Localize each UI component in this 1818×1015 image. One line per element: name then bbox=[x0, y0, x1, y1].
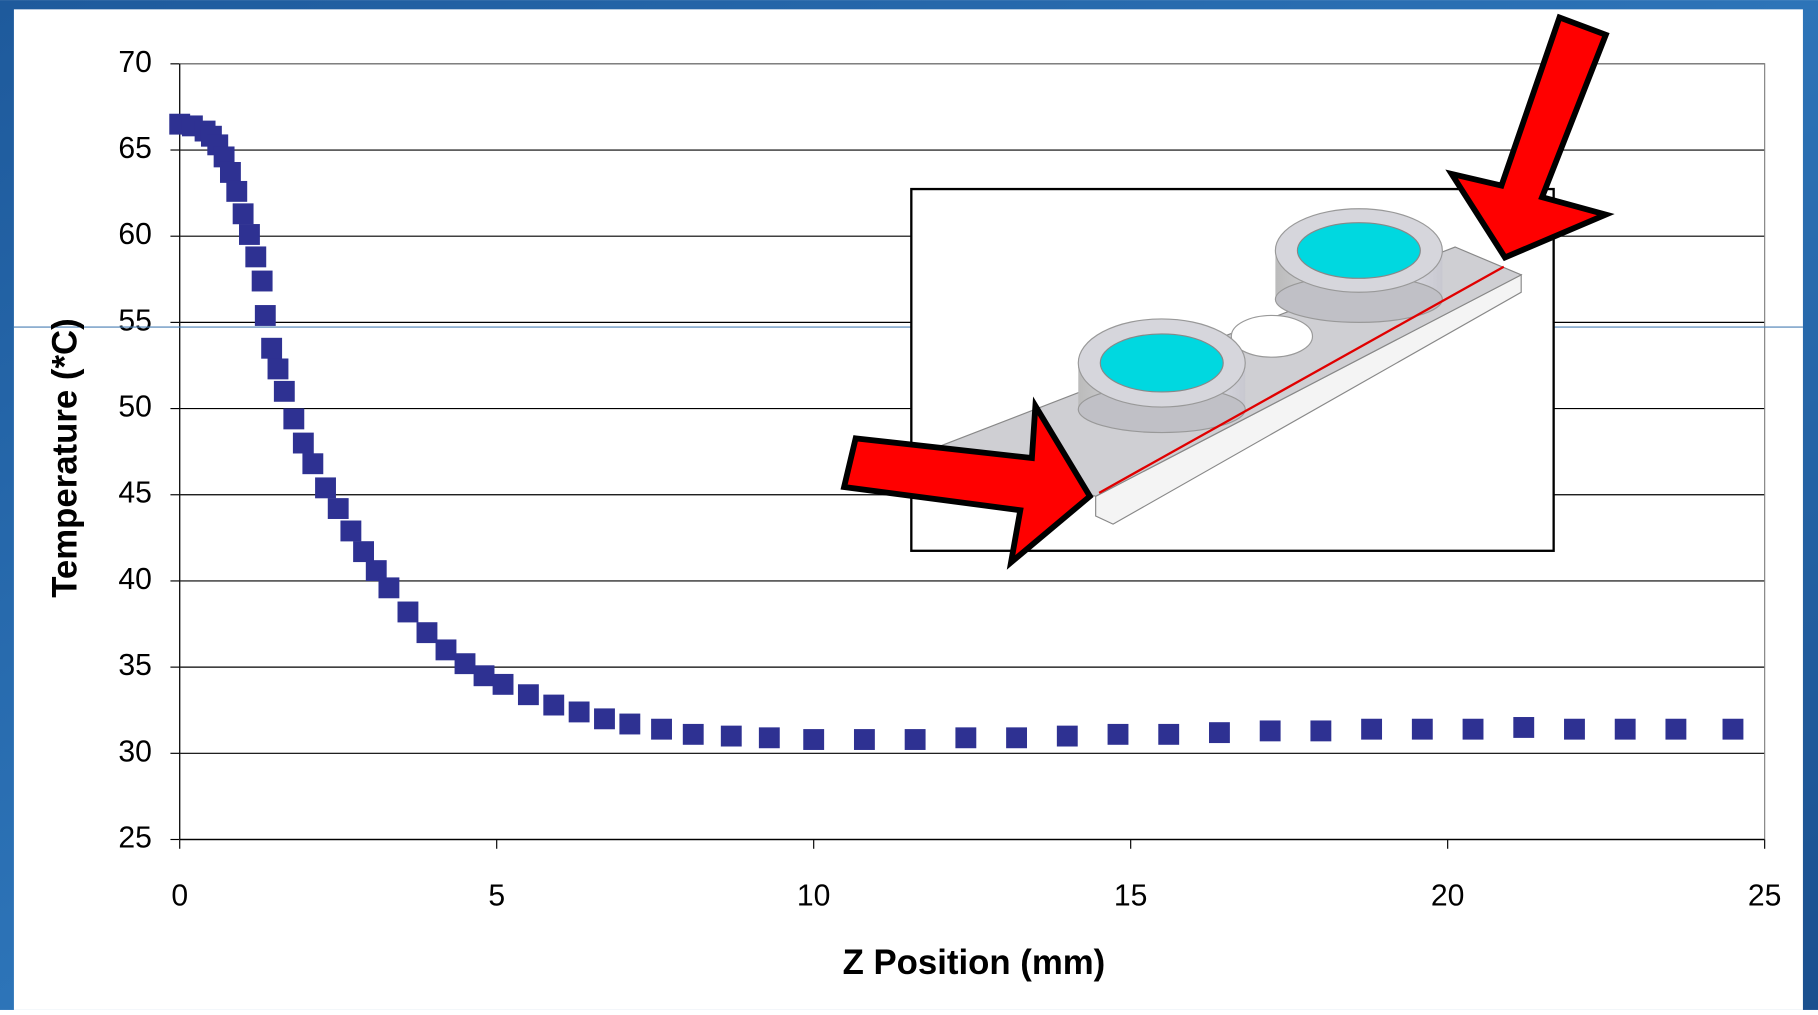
point bbox=[239, 224, 260, 245]
point bbox=[758, 727, 780, 749]
x-tick-label: 5 bbox=[488, 879, 505, 912]
point bbox=[353, 541, 375, 563]
point bbox=[1209, 722, 1230, 744]
point bbox=[904, 729, 926, 750]
point bbox=[803, 729, 825, 750]
measure-line bbox=[1098, 265, 1505, 494]
point bbox=[651, 718, 672, 740]
point bbox=[594, 708, 615, 730]
point bbox=[397, 601, 419, 623]
point bbox=[1361, 718, 1383, 740]
inset bbox=[910, 187, 1555, 552]
point bbox=[219, 161, 241, 183]
point bbox=[517, 684, 539, 706]
point bbox=[273, 380, 295, 402]
y-tick-label: 25 bbox=[118, 821, 152, 854]
well-2 bbox=[1296, 222, 1421, 279]
point bbox=[619, 713, 641, 735]
x-tick-label: 25 bbox=[1748, 879, 1782, 912]
point bbox=[682, 723, 704, 745]
point bbox=[1665, 718, 1687, 740]
point bbox=[327, 498, 349, 519]
point bbox=[315, 477, 336, 499]
point bbox=[1614, 718, 1636, 740]
point bbox=[492, 673, 514, 695]
point bbox=[1056, 725, 1078, 747]
point bbox=[1513, 717, 1535, 738]
point bbox=[720, 725, 742, 747]
point bbox=[1310, 720, 1332, 742]
point bbox=[454, 653, 476, 675]
x-tick-label: 15 bbox=[1114, 879, 1148, 912]
point bbox=[365, 560, 387, 582]
point bbox=[1259, 720, 1281, 742]
point bbox=[1722, 718, 1744, 740]
point bbox=[245, 246, 267, 268]
point bbox=[473, 665, 495, 687]
y-tick-label: 40 bbox=[118, 563, 152, 596]
point bbox=[568, 701, 590, 723]
plot-area: 25 30 35 40 45 50 55 60 65 70 0 5 10 15 20 25 bbox=[118, 46, 1781, 913]
y-tick-label: 45 bbox=[118, 477, 152, 510]
x-tick-label: 10 bbox=[797, 879, 831, 912]
point bbox=[283, 408, 305, 430]
x-tick-label: 0 bbox=[171, 879, 188, 912]
point bbox=[1158, 723, 1180, 745]
point bbox=[340, 520, 362, 542]
y-tick-label: 65 bbox=[118, 132, 152, 165]
point bbox=[1462, 718, 1484, 740]
point bbox=[853, 729, 875, 750]
y-tick-label: 35 bbox=[118, 649, 152, 682]
point bbox=[1564, 718, 1585, 740]
point bbox=[543, 694, 565, 716]
point bbox=[416, 622, 438, 644]
x-tick-label: 20 bbox=[1431, 879, 1465, 912]
point bbox=[232, 203, 254, 225]
y-tick-label: 55 bbox=[118, 304, 152, 337]
point bbox=[251, 270, 273, 292]
y-tick-label: 60 bbox=[118, 218, 152, 251]
point bbox=[378, 577, 400, 599]
point bbox=[1411, 718, 1433, 740]
point bbox=[267, 358, 289, 380]
x-axis-label: Z Position (mm) bbox=[843, 944, 1106, 982]
point bbox=[302, 453, 324, 475]
point bbox=[435, 639, 457, 661]
point bbox=[292, 432, 314, 454]
y-tick-label: 70 bbox=[118, 46, 152, 79]
y-tick-label: 50 bbox=[118, 391, 152, 424]
arrow-right bbox=[1445, 13, 1615, 262]
point bbox=[254, 305, 276, 326]
y-axis-label: Temperature (*C) bbox=[46, 318, 84, 597]
arrow-left bbox=[840, 396, 1094, 570]
point bbox=[955, 727, 977, 749]
point bbox=[226, 180, 248, 202]
hole bbox=[1230, 314, 1314, 358]
well-1 bbox=[1099, 333, 1224, 393]
point bbox=[1107, 723, 1129, 745]
point bbox=[261, 337, 283, 359]
point bbox=[1006, 727, 1028, 749]
y-tick-label: 30 bbox=[118, 735, 152, 768]
